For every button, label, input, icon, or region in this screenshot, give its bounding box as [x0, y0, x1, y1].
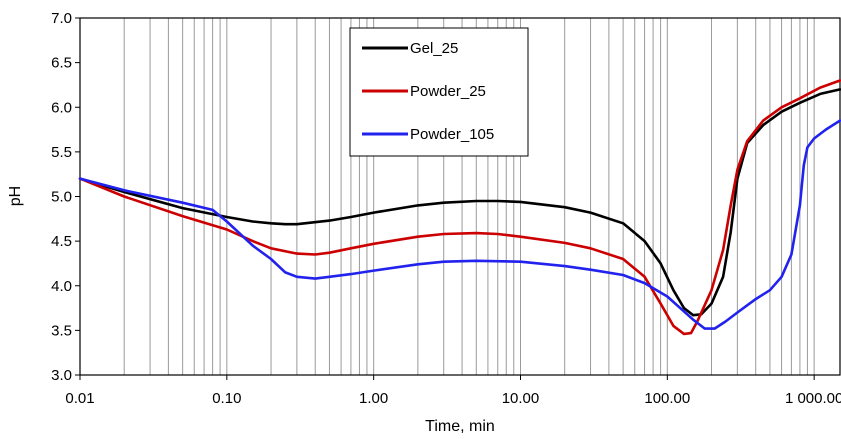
y-tick-label: 4.0 — [51, 278, 72, 295]
legend-label: Powder_105 — [410, 126, 494, 143]
legend-label: Gel_25 — [410, 40, 458, 57]
x-tick-label: 10.00 — [502, 390, 540, 407]
y-tick-label: 3.0 — [51, 367, 72, 384]
x-tick-label: 1 000.00 — [785, 390, 841, 407]
y-tick-label: 7.0 — [51, 10, 72, 27]
x-axis-ticks: 0.01 0.10 1.00 10.00 100.00 1 000.00 — [65, 375, 841, 407]
x-tick-label: 0.10 — [212, 390, 241, 407]
y-axis-ticks: 3.0 3.5 4.0 4.5 5.0 5.5 6.0 6.5 7.0 — [51, 10, 80, 384]
y-axis-title: pH — [7, 186, 24, 206]
x-axis-title: Time, min — [425, 418, 495, 435]
y-tick-label: 6.5 — [51, 55, 72, 72]
y-tick-label: 3.5 — [51, 322, 72, 339]
legend-label: Powder_25 — [410, 83, 486, 100]
x-tick-label: 0.01 — [65, 390, 94, 407]
x-tick-label: 100.00 — [644, 390, 690, 407]
series-lines — [78, 79, 841, 336]
series-line-powder-105 — [78, 119, 841, 330]
legend: Gel_25 Powder_25 Powder_105 — [349, 27, 529, 157]
y-tick-label: 6.0 — [51, 99, 72, 116]
series-line-powder-25 — [78, 79, 841, 336]
y-tick-label: 5.0 — [51, 189, 72, 206]
x-tick-label: 1.00 — [359, 390, 388, 407]
series-line-gel-25 — [78, 88, 841, 317]
y-tick-label: 5.5 — [51, 144, 72, 161]
y-tick-label: 4.5 — [51, 233, 72, 250]
